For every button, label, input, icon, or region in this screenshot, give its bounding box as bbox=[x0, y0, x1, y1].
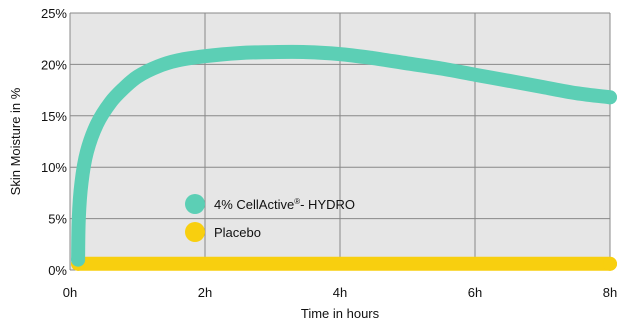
x-tick-label: 8h bbox=[603, 285, 617, 300]
legend-label-cellactive-superscript: ® bbox=[294, 197, 300, 206]
x-tick-label: 4h bbox=[333, 285, 347, 300]
y-tick-label: 0% bbox=[48, 263, 67, 278]
x-tick-label: 0h bbox=[63, 285, 77, 300]
y-tick-label: 20% bbox=[41, 57, 67, 72]
series-line-cellactive bbox=[71, 44, 617, 267]
legend-label-cellactive-suffix: - HYDRO bbox=[300, 197, 355, 212]
y-tick-label: 10% bbox=[41, 160, 67, 175]
legend-marker-placebo bbox=[185, 222, 205, 242]
data-point-cellactive bbox=[71, 252, 86, 267]
x-tick-label: 6h bbox=[468, 285, 482, 300]
legend-label-cellactive-prefix: 4% CellActive bbox=[214, 197, 294, 212]
y-tick-label: 15% bbox=[41, 109, 67, 124]
data-point-placebo bbox=[603, 256, 617, 271]
x-axis-title: Time in hours bbox=[301, 306, 380, 321]
y-axis-title: Skin Moisture in % bbox=[8, 87, 23, 195]
legend-label-placebo: Placebo bbox=[214, 225, 261, 240]
y-tick-label: 5% bbox=[48, 212, 67, 227]
x-tick-label: 2h bbox=[198, 285, 212, 300]
data-point-cellactive bbox=[603, 90, 617, 105]
legend-marker-cellactive bbox=[185, 194, 205, 214]
legend-label-cellactive: 4% CellActive®- HYDRO bbox=[214, 197, 355, 212]
y-tick-label: 25% bbox=[41, 6, 67, 21]
